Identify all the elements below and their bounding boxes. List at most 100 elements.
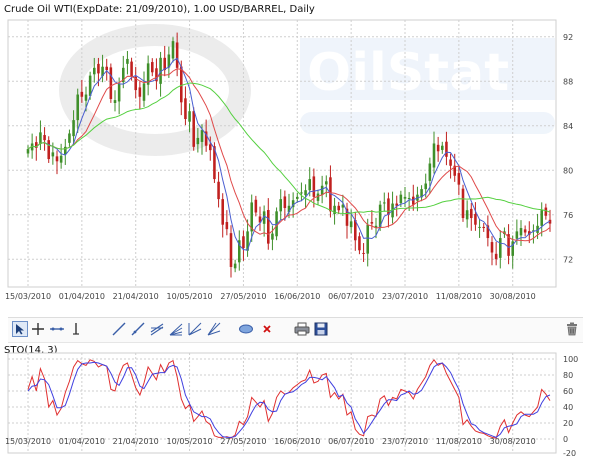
candle-body bbox=[250, 202, 253, 232]
candle-body bbox=[26, 149, 30, 154]
candle-body bbox=[267, 210, 270, 244]
candle-body bbox=[494, 253, 498, 260]
candle-body bbox=[316, 193, 320, 201]
y-tick-label: 76 bbox=[563, 211, 573, 220]
candle-body bbox=[262, 211, 266, 224]
drawing-toolbar bbox=[8, 317, 583, 343]
candle-body bbox=[271, 233, 274, 240]
y-tick-label: 84 bbox=[563, 122, 573, 131]
y-tick-label: 100 bbox=[563, 355, 578, 364]
fibonacci-fan-icon[interactable] bbox=[168, 321, 184, 337]
candle-body bbox=[540, 210, 543, 226]
oscillator-area bbox=[7, 352, 557, 454]
x-tick-label: 06/07/2010 bbox=[328, 437, 374, 446]
candle-body bbox=[453, 165, 456, 176]
candle-body bbox=[155, 68, 158, 82]
ma-slow-line bbox=[27, 82, 551, 215]
speed-lines-icon[interactable] bbox=[187, 321, 203, 337]
candle-body bbox=[55, 156, 59, 162]
sto-d-line bbox=[27, 361, 551, 438]
candle-body bbox=[279, 199, 282, 212]
x-tick-label: 01/04/2010 bbox=[59, 437, 105, 446]
candle-body bbox=[478, 226, 481, 228]
candle-body bbox=[204, 131, 208, 146]
delete-x-icon[interactable] bbox=[259, 321, 275, 337]
parallel-channel-icon[interactable] bbox=[149, 321, 165, 337]
x-tick-label: 10/05/2010 bbox=[167, 292, 213, 301]
candle-body bbox=[461, 188, 465, 219]
candle-body bbox=[432, 143, 436, 168]
candle-body bbox=[105, 66, 108, 71]
candle-body bbox=[221, 199, 224, 225]
candle-body bbox=[511, 241, 514, 256]
candle-body bbox=[196, 137, 200, 145]
candle-body bbox=[403, 196, 407, 199]
trash-icon[interactable] bbox=[564, 321, 580, 337]
stochastic-chart: 0 20 40 60 80 100 -20 15/03/2010 01/04/2010 21/04… bbox=[5, 352, 578, 458]
candle-body bbox=[68, 133, 71, 143]
x-tick-label: 27/05/2010 bbox=[220, 292, 266, 301]
printer-icon[interactable] bbox=[294, 321, 310, 337]
candle-body bbox=[229, 233, 233, 267]
candle-body bbox=[428, 163, 432, 181]
floppy-disk-icon[interactable] bbox=[313, 321, 329, 337]
candle-body bbox=[362, 252, 365, 254]
candle-body bbox=[30, 143, 34, 151]
candle-body bbox=[134, 76, 137, 91]
candle-body bbox=[151, 62, 154, 73]
candle-body bbox=[171, 41, 175, 59]
price-chart: OilStat 72 76 80 84 88 92 15/03/2010 01/04/2010 2… bbox=[5, 19, 573, 301]
candle-body bbox=[308, 179, 311, 191]
crosshair-icon[interactable] bbox=[30, 321, 46, 337]
candle-body bbox=[395, 203, 398, 206]
x-tick-label: 23/07/2010 bbox=[382, 292, 428, 301]
candle-body bbox=[159, 57, 162, 84]
candle-body bbox=[233, 263, 237, 269]
candle-body bbox=[474, 214, 477, 225]
candle-body bbox=[465, 210, 469, 220]
y-tick-label: 60 bbox=[563, 387, 573, 396]
x-tick-label: 11/08/2010 bbox=[436, 292, 482, 301]
candle-body bbox=[436, 144, 440, 152]
cursor-arrow-icon[interactable] bbox=[12, 321, 28, 337]
candle-body bbox=[192, 111, 195, 147]
candle-body bbox=[122, 67, 125, 83]
candle-body bbox=[383, 202, 386, 204]
vertical-line-icon[interactable] bbox=[68, 321, 84, 337]
candle-body bbox=[345, 208, 349, 226]
candle-body bbox=[113, 100, 117, 103]
candle-body bbox=[238, 240, 241, 263]
candle-body bbox=[225, 222, 229, 230]
candle-body bbox=[97, 63, 100, 74]
candle-body bbox=[109, 67, 113, 99]
y-tick-label: 72 bbox=[563, 256, 573, 265]
candle-body bbox=[283, 196, 287, 209]
candle-body bbox=[378, 204, 382, 228]
candle-body bbox=[536, 225, 539, 233]
x-tick-label: 27/05/2010 bbox=[220, 437, 266, 446]
candle-body bbox=[80, 91, 84, 97]
candle-body bbox=[486, 225, 490, 239]
x-tick-label: 11/08/2010 bbox=[436, 437, 482, 446]
candle-body bbox=[130, 61, 133, 77]
candle-body bbox=[43, 135, 46, 141]
x-tick-label: 30/08/2010 bbox=[490, 437, 536, 446]
candle-body bbox=[246, 231, 249, 251]
x-tick-label: 01/04/2010 bbox=[59, 292, 105, 301]
ray-icon[interactable] bbox=[130, 321, 146, 337]
candle-body bbox=[312, 176, 316, 197]
gann-fan-icon[interactable] bbox=[206, 321, 222, 337]
horizontal-line-icon[interactable] bbox=[49, 321, 65, 337]
ellipse-icon[interactable] bbox=[238, 321, 254, 337]
candle-body bbox=[333, 205, 336, 215]
oscillator-title: STO(14, 3) bbox=[4, 345, 58, 356]
candle-body bbox=[291, 200, 295, 208]
candle-body bbox=[296, 196, 299, 199]
candle-body bbox=[76, 94, 79, 121]
candle-body bbox=[412, 196, 415, 205]
candle-body bbox=[370, 222, 374, 224]
candle-body bbox=[126, 58, 129, 64]
candle-body bbox=[258, 216, 262, 223]
trend-line-icon[interactable] bbox=[111, 321, 127, 337]
candle-body bbox=[548, 219, 552, 224]
